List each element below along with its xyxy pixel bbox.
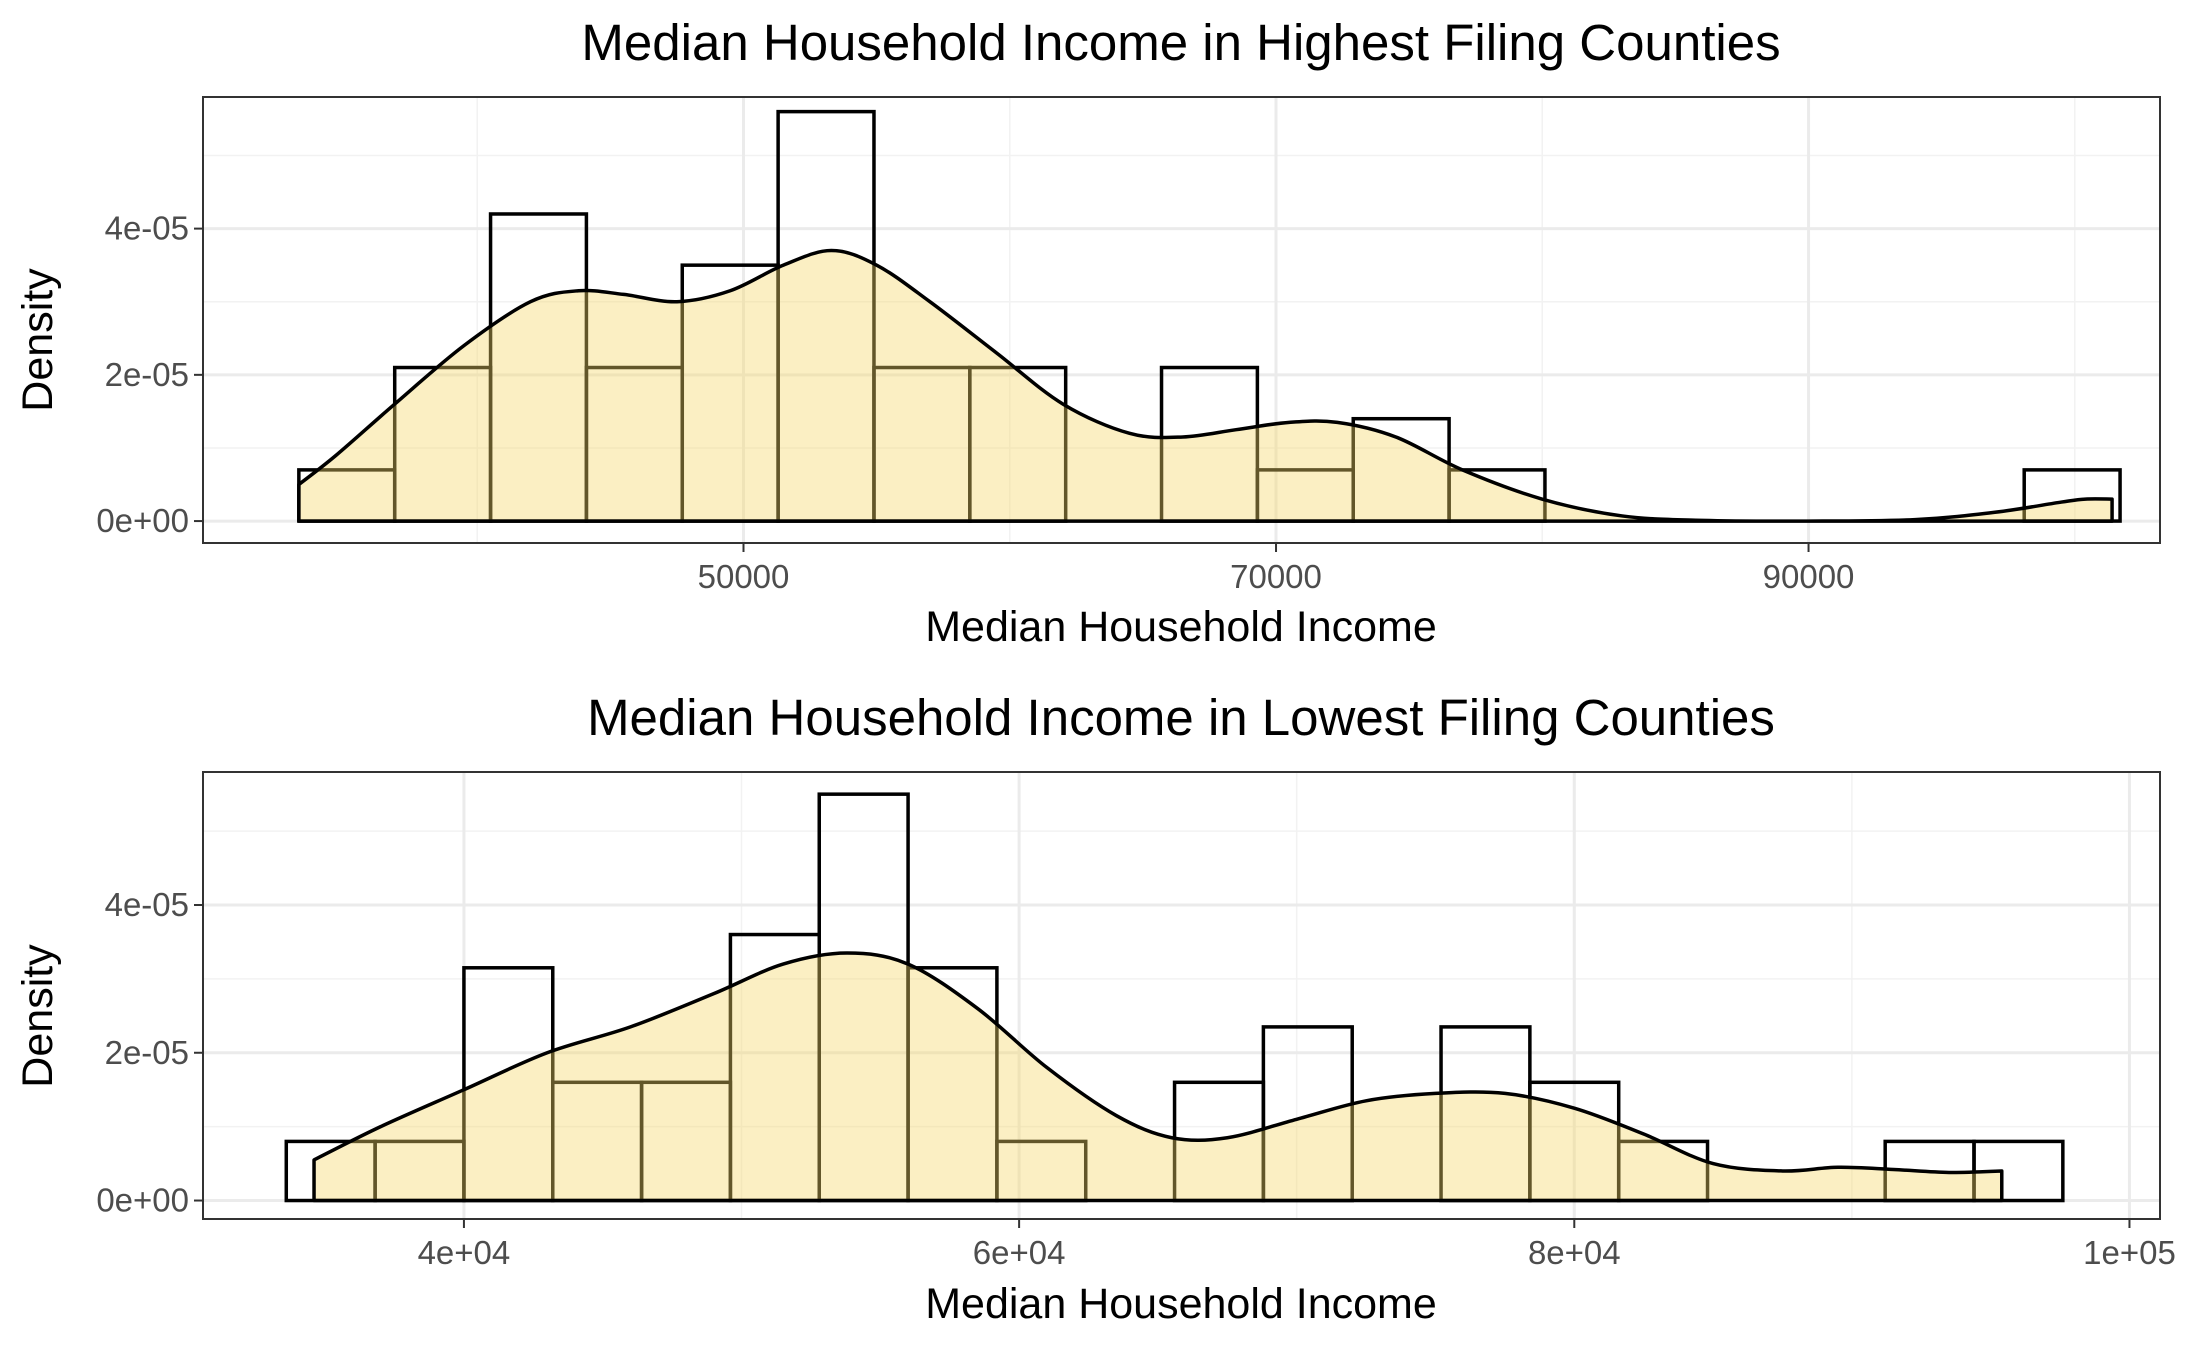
x-tick-label: 90000 <box>1763 558 1855 595</box>
chart-bottom-x-axis-title: Median Household Income <box>925 1280 1437 1328</box>
chart-top: Median Household Income in Highest Filin… <box>14 14 2161 651</box>
x-tick-label: 6e+04 <box>973 1234 1066 1271</box>
x-tick-label: 8e+04 <box>1528 1234 1621 1271</box>
y-tick-label: 2e-05 <box>105 356 189 393</box>
chart-top-title: Median Household Income in Highest Filin… <box>581 14 1780 71</box>
chart-bottom-minor-grid <box>203 772 2160 1219</box>
chart-bottom-y-axis-title: Density <box>14 944 62 1088</box>
y-tick-label: 2e-05 <box>105 1034 189 1071</box>
y-tick-label: 4e-05 <box>105 210 189 247</box>
x-tick-label: 50000 <box>698 558 790 595</box>
y-tick-label: 0e+00 <box>96 502 189 539</box>
chart-top-density-curve <box>297 248 2114 523</box>
chart-top-y-ticks: 0e+00 2e-05 4e-05 <box>96 210 203 539</box>
chart-bottom: Median Household Income in Lowest Filing… <box>14 689 2176 1328</box>
chart-bottom-density-curve <box>312 951 2004 1203</box>
chart-bottom-panel-border <box>202 771 2161 1220</box>
chart-top-panel-border <box>202 96 2161 544</box>
x-tick-label: 70000 <box>1230 558 1322 595</box>
chart-bottom-x-ticks: 4e+04 6e+04 8e+04 1e+05 <box>418 1219 2176 1271</box>
x-tick-label: 4e+04 <box>418 1234 511 1271</box>
x-tick-label: 1e+05 <box>2083 1234 2176 1271</box>
chart-bottom-title: Median Household Income in Lowest Filing… <box>587 689 1775 746</box>
y-tick-label: 0e+00 <box>96 1182 189 1219</box>
chart-top-x-axis-title: Median Household Income <box>925 603 1437 651</box>
chart-top-x-ticks: 50000 70000 90000 <box>698 543 1855 595</box>
y-tick-label: 4e-05 <box>105 886 189 923</box>
chart-bottom-y-ticks: 0e+00 2e-05 4e-05 <box>96 886 203 1219</box>
chart-top-y-axis-title: Density <box>14 268 62 412</box>
